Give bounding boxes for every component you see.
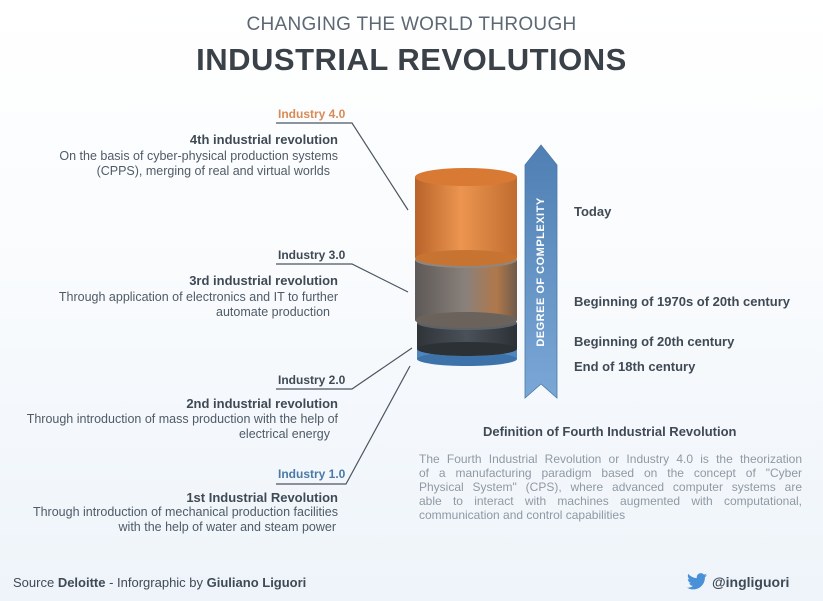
revolution-4-desc-line1: On the basis of cyber-physical productio… [59, 149, 338, 163]
revolution-4-desc-line2: (CPPS), merging of real and virtual worl… [96, 164, 330, 178]
industry-4-label: Industry 4.0 [278, 107, 346, 121]
revolution-1-desc-line2: with the help of water and steam power [118, 520, 336, 534]
definition-line: The Fourth Industrial Revolution or Indu… [419, 452, 802, 466]
definition-line: communication and control capabilities [419, 508, 626, 522]
connector-industry1 [276, 365, 411, 485]
revolution-3-desc-line2: automate production [216, 305, 330, 319]
era-18th-century: End of 18th century [574, 359, 696, 374]
revolution-2-title: 2nd industrial revolution [186, 396, 338, 411]
definition-line: of a manufacturing paradigm based on the… [419, 466, 802, 480]
era-today: Today [574, 204, 612, 219]
twitter-credit: @ingliguori [687, 573, 789, 590]
source-prefix: Source [13, 575, 58, 590]
source-name: Deloitte [57, 575, 106, 590]
connector-industry4 [276, 122, 409, 211]
connector-industry3 [276, 263, 409, 293]
connector-lines [276, 122, 413, 485]
revolution-3-title: 3rd industrial revolution [189, 273, 338, 288]
era-20th-century: Beginning of 20th century [574, 334, 735, 349]
era-1970s: Beginning of 1970s of 20th century [574, 294, 790, 309]
industry-2-label: Industry 2.0 [278, 373, 346, 387]
industry-1-label: Industry 1.0 [278, 467, 346, 481]
cylinder-industry4 [415, 168, 517, 266]
industry-3-label: Industry 3.0 [278, 248, 346, 262]
complexity-label: DEGREE OF COMPLEXITY [535, 197, 547, 347]
source-credit: Source Deloitte - Inforgraphic by Giulia… [13, 575, 306, 590]
revolution-2-desc-line2: electrical energy [238, 427, 330, 441]
revolution-1-title: 1st Industrial Revolution [186, 490, 338, 505]
definition-title: Definition of Fourth Industrial Revoluti… [483, 424, 737, 439]
page-subtitle: CHANGING THE WORLD THROUGH [246, 14, 577, 35]
cylinder-stack [415, 168, 517, 366]
revolution-1-desc-line1: Through introduction of mechanical produ… [32, 505, 338, 519]
definition-line: able to interact with machines augmented… [419, 494, 802, 508]
twitter-handle[interactable]: @ingliguori [712, 573, 790, 590]
page-title: INDUSTRIAL REVOLUTIONS [196, 42, 627, 77]
definition-line: Physical System" (CPS), where advanced c… [419, 480, 802, 494]
revolution-2-desc-line1: Through introduction of mass production … [26, 412, 338, 426]
twitter-bird-icon [687, 573, 707, 590]
connector-industry2 [276, 347, 413, 390]
infographic-prefix: - Inforgraphic by [105, 575, 207, 590]
revolution-3-desc-line1: Through application of electronics and I… [58, 290, 338, 304]
definition-text: The Fourth Industrial Revolution or Indu… [419, 452, 802, 522]
revolution-4-title: 4th industrial revolution [189, 132, 338, 147]
author-name: Giuliano Liguori [206, 575, 307, 590]
complexity-arrow [524, 144, 558, 399]
